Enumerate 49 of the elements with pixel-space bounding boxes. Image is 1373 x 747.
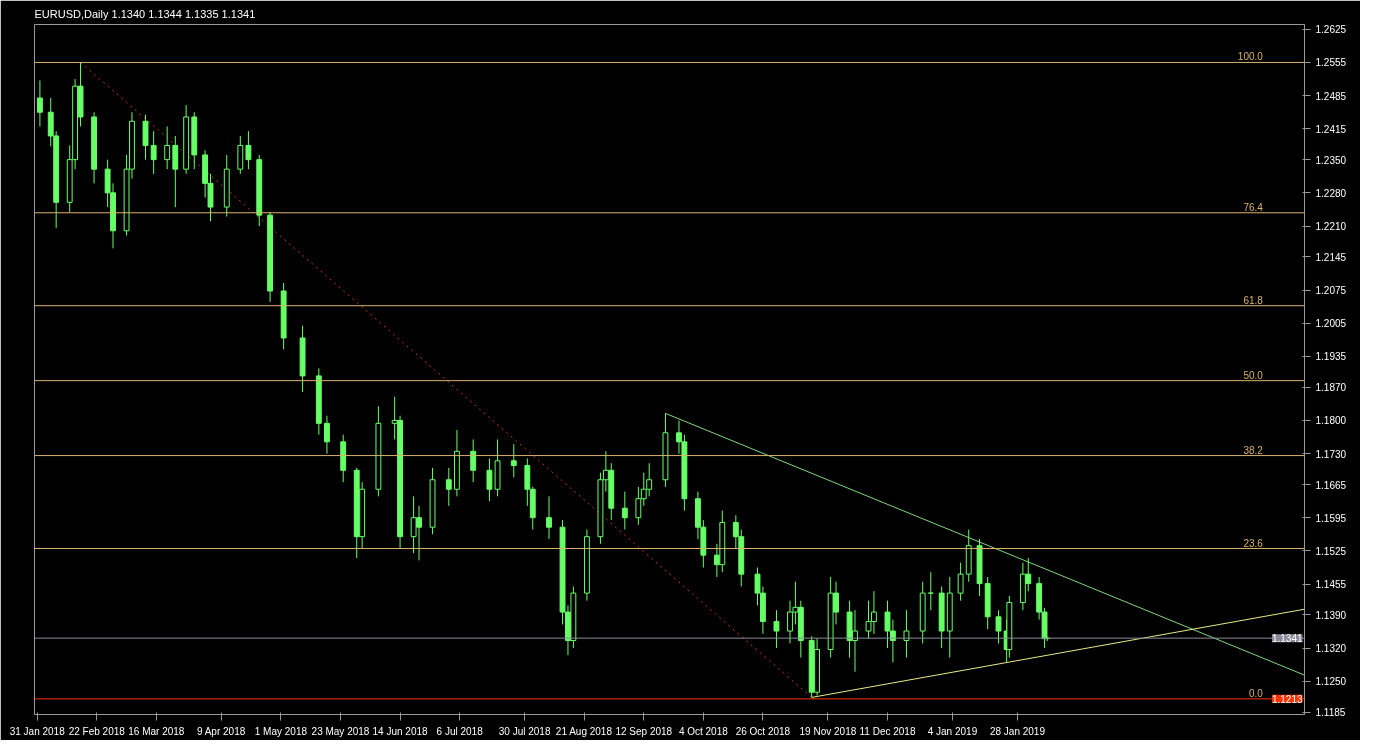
x-tick-label: 30 Jul 2018 bbox=[498, 725, 551, 737]
annotation: 23.6 bbox=[1243, 537, 1264, 549]
annotation: 0.0 bbox=[1248, 687, 1264, 699]
annotation: 50.0 bbox=[1243, 369, 1264, 381]
annotation: 61.8 bbox=[1243, 294, 1264, 306]
chart-title: EURUSD,Daily 1.1340 1.1344 1.1335 1.1341 bbox=[34, 7, 256, 20]
y-tick-label: 1.2415 bbox=[1315, 123, 1347, 135]
x-tick-label: 31 Jan 2018 bbox=[9, 725, 66, 737]
x-tick-label: 28 Jan 2019 bbox=[989, 725, 1046, 737]
y-tick-label: 1.2625 bbox=[1315, 24, 1347, 36]
y-tick-label: 1.1800 bbox=[1315, 415, 1347, 427]
x-tick-label: 4 Jan 2019 bbox=[927, 725, 978, 737]
y-tick-label: 1.2210 bbox=[1315, 221, 1347, 233]
y-tick-label: 1.1390 bbox=[1315, 609, 1347, 621]
y-tick-label: 1.1250 bbox=[1315, 676, 1347, 688]
x-tick-label: 21 Aug 2018 bbox=[555, 725, 613, 737]
y-tick-label: 1.1935 bbox=[1315, 351, 1347, 363]
y-tick-label: 1.1665 bbox=[1315, 479, 1347, 491]
x-tick-label: 11 Dec 2018 bbox=[859, 725, 916, 737]
y-tick-label: 1.1185 bbox=[1315, 707, 1346, 719]
y-tick-label: 1.2280 bbox=[1315, 187, 1347, 199]
annotation: 76.4 bbox=[1243, 201, 1264, 213]
annotation: 38.2 bbox=[1243, 444, 1264, 456]
ref-line-label: 1.1341 bbox=[1271, 633, 1303, 645]
y-tick-label: 1.1525 bbox=[1315, 545, 1347, 557]
x-tick-label: 6 Jul 2018 bbox=[436, 725, 484, 737]
y-tick-label: 1.1730 bbox=[1315, 448, 1347, 460]
y-tick-label: 1.2145 bbox=[1315, 251, 1347, 263]
x-tick-label: 22 Feb 2018 bbox=[68, 725, 126, 737]
x-tick-label: 4 Oct 2018 bbox=[678, 725, 729, 737]
y-tick-label: 1.2075 bbox=[1315, 285, 1347, 297]
y-tick-label: 1.2555 bbox=[1315, 57, 1347, 69]
x-tick-label: 26 Oct 2018 bbox=[735, 725, 791, 737]
annotation: 100.0 bbox=[1237, 51, 1264, 63]
x-tick-label: 9 Apr 2018 bbox=[196, 725, 246, 737]
y-tick-label: 1.1320 bbox=[1315, 643, 1347, 655]
y-tick-label: 1.2005 bbox=[1315, 318, 1347, 330]
x-tick-label: 14 Jun 2018 bbox=[372, 725, 429, 737]
y-tick-label: 1.1870 bbox=[1315, 382, 1347, 394]
x-tick-label: 16 Mar 2018 bbox=[128, 725, 185, 737]
ref-line-label: 1.1213 bbox=[1271, 693, 1303, 705]
y-tick-label: 1.1455 bbox=[1315, 579, 1347, 591]
y-tick-label: 1.2350 bbox=[1315, 154, 1347, 166]
x-tick-label: 19 Nov 2018 bbox=[799, 725, 857, 737]
y-tick-label: 1.2485 bbox=[1315, 90, 1347, 102]
x-tick-label: 12 Sep 2018 bbox=[615, 725, 673, 737]
y-tick-label: 1.1595 bbox=[1315, 512, 1347, 524]
x-tick-label: 1 May 2018 bbox=[254, 725, 308, 737]
x-tick-label: 23 May 2018 bbox=[311, 725, 370, 737]
